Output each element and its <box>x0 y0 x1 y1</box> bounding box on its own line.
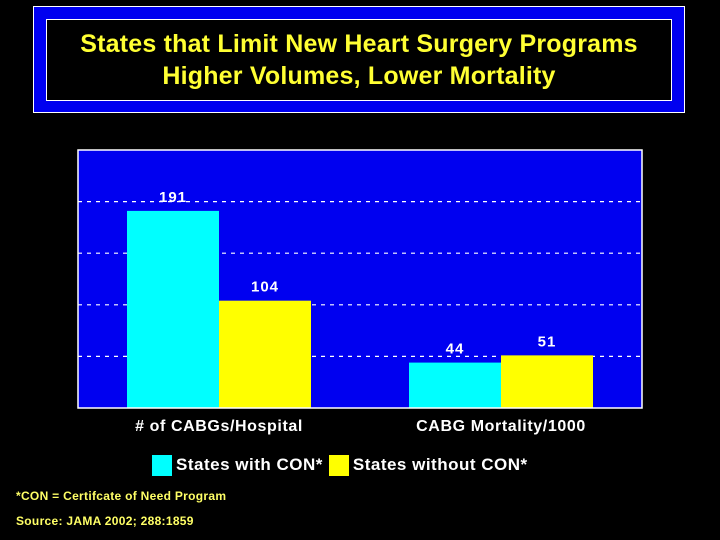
bar <box>127 210 219 408</box>
bars <box>127 210 593 408</box>
data-labels: 191 104 44 51 <box>159 189 557 358</box>
legend-label-with-con: States with CON* <box>176 455 323 474</box>
bar <box>409 362 501 408</box>
category-labels: # of CABGs/Hospital CABG Mortality/1000 <box>135 418 586 435</box>
category-label: CABG Mortality/1000 <box>416 418 586 435</box>
legend-item-without-con: States without CON* <box>328 454 528 476</box>
chart-title-line-1: States that Limit New Heart Surgery Prog… <box>80 30 638 58</box>
data-label: 44 <box>446 341 465 358</box>
data-label: 51 <box>538 333 557 350</box>
source-citation: Source: JAMA 2002; 288:1859 <box>16 514 194 528</box>
legend: States with CON* States without CON* <box>152 454 534 476</box>
bar <box>501 355 593 408</box>
title-box: States that Limit New Heart Surgery Prog… <box>46 19 672 101</box>
data-label: 191 <box>159 189 187 206</box>
legend-label-without-con: States without CON* <box>352 455 528 474</box>
title-frame: States that Limit New Heart Surgery Prog… <box>33 6 685 113</box>
category-label: # of CABGs/Hospital <box>135 418 303 435</box>
data-label: 104 <box>251 279 279 296</box>
legend-swatch-without-con <box>328 454 349 476</box>
chart-title-line-2: Higher Volumes, Lower Mortality <box>162 62 556 90</box>
legend-swatch-with-con <box>152 454 172 476</box>
legend-item-with-con: States with CON* <box>152 454 323 476</box>
footnote: *CON = Certifcate of Need Program <box>16 489 227 503</box>
bar <box>219 300 311 408</box>
plot-border <box>77 149 643 409</box>
